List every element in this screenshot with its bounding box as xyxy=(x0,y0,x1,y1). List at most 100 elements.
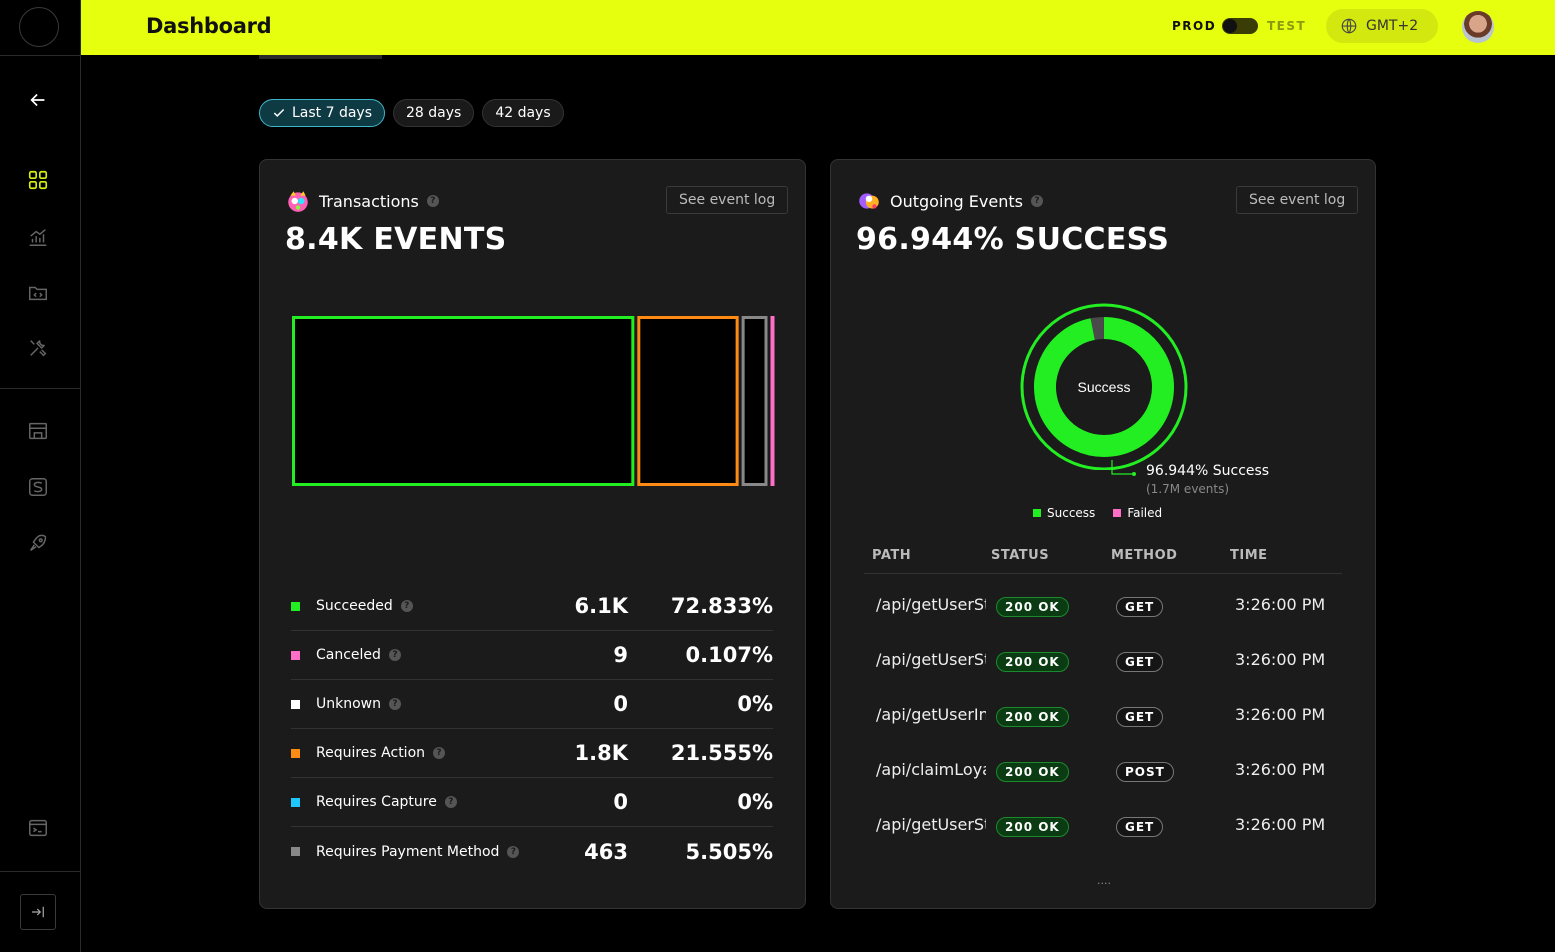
callout-leader xyxy=(1111,460,1136,476)
stat-label: Canceled xyxy=(316,647,381,663)
pill-label: 28 days xyxy=(406,105,462,121)
folder-code-icon[interactable] xyxy=(26,281,50,305)
env-toggle[interactable] xyxy=(1222,18,1258,34)
stat-swatch xyxy=(291,699,300,709)
pill-label: 42 days xyxy=(495,105,551,121)
pill-42-days[interactable]: 42 days xyxy=(482,99,564,127)
status-badge: 200 OK xyxy=(996,817,1069,837)
help-icon[interactable]: ? xyxy=(389,698,401,710)
col-header-method[interactable]: METHOD xyxy=(1111,548,1178,563)
help-icon[interactable]: ? xyxy=(433,747,446,759)
bar-requires-payment-method[interactable] xyxy=(741,316,768,486)
logo[interactable] xyxy=(19,7,59,47)
stat-label: Requires Action xyxy=(316,745,426,761)
method-badge: GET xyxy=(1116,817,1164,837)
terminal-icon[interactable] xyxy=(26,816,50,840)
table-row[interactable]: /api/getUserIn 200 OK GET 3:26:00 PM xyxy=(876,705,1336,760)
pill-28-days[interactable]: 28 days xyxy=(393,99,475,127)
expand-sidebar-button[interactable] xyxy=(20,894,56,930)
tools-icon[interactable] xyxy=(26,336,50,360)
legend-label: Failed xyxy=(1127,506,1163,520)
rocket-icon[interactable] xyxy=(26,531,50,555)
donut-center-label: Success xyxy=(1078,379,1131,395)
stat-row: Requires Payment Method? 463 5.505% xyxy=(291,827,773,876)
table-row[interactable]: /api/claimLoya 200 OK POST 3:26:00 PM xyxy=(876,760,1336,815)
sidebar-divider xyxy=(0,55,80,56)
expand-icon xyxy=(32,906,44,918)
pill-last-7-days[interactable]: Last 7 days xyxy=(259,99,386,127)
status-badge: 200 OK xyxy=(996,597,1069,617)
help-icon[interactable]: ? xyxy=(426,195,439,207)
stat-label-group: Unknown? xyxy=(291,696,401,712)
row-path: /api/getUserSt xyxy=(876,815,986,834)
method-badge: GET xyxy=(1116,652,1164,672)
top-bar: Dashboard PROD TEST GMT+2 xyxy=(81,0,1555,55)
outgoing-header: Outgoing Events ? xyxy=(856,188,1043,214)
stat-label: Requires Capture xyxy=(316,794,437,810)
bar-succeeded[interactable] xyxy=(292,316,635,486)
stat-swatch xyxy=(291,650,300,660)
sidebar xyxy=(0,0,81,952)
stat-percent: 0% xyxy=(737,790,773,814)
stat-count: 0 xyxy=(613,692,628,716)
stat-swatch xyxy=(291,797,300,807)
stat-label: Requires Payment Method xyxy=(316,843,500,860)
method-badge: POST xyxy=(1116,762,1174,782)
globe-icon xyxy=(1341,18,1357,34)
transactions-bar-chart xyxy=(292,316,775,486)
stat-count: 1.8K xyxy=(574,741,628,765)
analytics-icon[interactable] xyxy=(26,225,50,249)
env-prod-label[interactable]: PROD xyxy=(1172,19,1217,33)
help-icon[interactable]: ? xyxy=(444,796,457,808)
back-arrow-icon[interactable] xyxy=(26,88,50,112)
stat-count: 0 xyxy=(613,790,628,814)
row-path: /api/getUserSt xyxy=(876,595,986,614)
see-event-log-button[interactable]: See event log xyxy=(1236,186,1359,214)
stat-swatch xyxy=(291,748,300,758)
dashboard-grid-icon[interactable] xyxy=(26,168,50,192)
stripe-icon[interactable] xyxy=(26,475,50,499)
donut-outer-ring xyxy=(1020,303,1188,470)
col-header-time[interactable]: TIME xyxy=(1230,548,1268,563)
col-header-path[interactable]: PATH xyxy=(872,548,912,563)
status-badge: 200 OK xyxy=(996,762,1069,782)
help-icon[interactable]: ? xyxy=(507,845,520,858)
donut-legend: Success Failed xyxy=(1033,506,1162,520)
donut-failed-slice xyxy=(1090,317,1105,340)
legend-swatch xyxy=(1033,509,1041,517)
help-icon[interactable]: ? xyxy=(400,600,413,612)
stat-percent: 0% xyxy=(737,692,773,716)
row-time: 3:26:00 PM xyxy=(1235,815,1326,834)
col-header-status[interactable]: STATUS xyxy=(991,548,1050,563)
stat-percent: 5.505% xyxy=(685,839,773,864)
stat-count: 6.1K xyxy=(574,594,628,618)
stat-label-group: Requires Action? xyxy=(291,745,446,761)
table-row[interactable]: /api/getUserSt 200 OK GET 3:26:00 PM xyxy=(876,595,1336,650)
transactions-mascot-icon xyxy=(288,191,308,212)
timezone-selector[interactable]: GMT+2 xyxy=(1326,9,1438,43)
legend-swatch xyxy=(1113,509,1122,517)
legend-item: Success xyxy=(1033,506,1095,520)
bar-canceled[interactable] xyxy=(770,316,775,486)
table-row[interactable]: /api/getUserSt 200 OK GET 3:26:00 PM xyxy=(876,650,1336,705)
see-event-log-button[interactable]: See event log xyxy=(666,186,789,214)
help-icon[interactable]: ? xyxy=(1030,195,1043,207)
legend-label: Success xyxy=(1047,506,1096,520)
more-indicator[interactable]: .... xyxy=(1097,874,1111,887)
avatar[interactable] xyxy=(1462,11,1494,43)
row-time: 3:26:00 PM xyxy=(1235,595,1326,614)
help-icon[interactable]: ? xyxy=(388,649,401,661)
scroll-remnant xyxy=(259,55,382,59)
env-test-label[interactable]: TEST xyxy=(1267,19,1307,33)
stat-row: Succeeded? 6.1K 72.833% xyxy=(291,582,773,631)
store-icon[interactable] xyxy=(26,419,50,443)
transactions-card: Transactions ? See event log 8.4K EVENTS… xyxy=(259,159,806,909)
bar-requires-action[interactable] xyxy=(637,316,739,486)
sidebar-divider xyxy=(0,388,80,389)
outgoing-mascot-icon xyxy=(859,193,879,209)
check-icon xyxy=(273,108,285,117)
table-row[interactable]: /api/getUserSt 200 OK GET 3:26:00 PM xyxy=(876,815,1336,870)
stat-row: Unknown? 0 0% xyxy=(291,680,773,729)
card-title: Transactions xyxy=(319,191,419,211)
stat-swatch xyxy=(291,601,300,611)
